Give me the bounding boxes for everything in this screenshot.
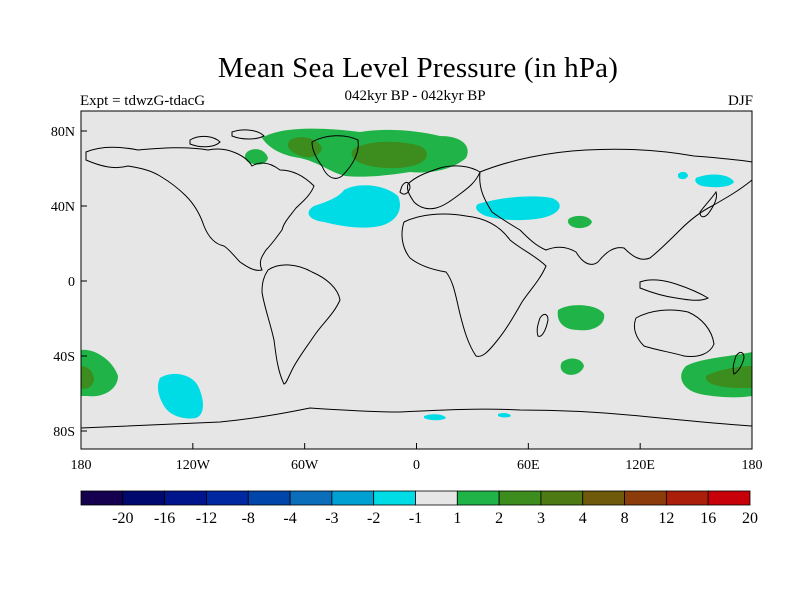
colorbar-label: 3 [537,510,545,527]
coastline-indonesia [639,279,710,301]
colorbar-swatch [707,490,751,506]
longitude-label: 120W [176,458,211,473]
colorbar-label: -12 [196,510,217,527]
colorbar-label: -8 [242,510,255,527]
positive-anomaly-south-indian [560,358,584,375]
colorbar-label: -3 [325,510,338,527]
colorbar: -20 -16 -12 -8 -4 -3 -2 -1 1 2 3 4 8 12 16 20 [80,490,758,527]
coastline-africa [401,213,547,357]
experiment-label: Expt = tdwzG-tdacG [80,93,206,109]
positive-anomaly-canada [244,149,268,165]
positive-anomaly-patches [81,128,752,398]
colorbar-label: 8 [621,510,629,527]
map-subtitle: 042kyr BP - 042kyr BP [344,88,486,104]
negative-anomaly-north-pacific-small [678,171,688,180]
coastline-north-america [85,146,315,271]
colorbar-swatch [498,490,542,506]
colorbar-label: -4 [283,510,296,527]
colorbar-swatch [665,490,709,506]
coastline-greenland [311,135,359,179]
colorbar-label: 4 [579,510,587,527]
colorbar-label: 1 [453,510,461,527]
latitude-label: 0 [68,275,75,290]
colorbar-swatch [122,490,166,506]
coastline-asia [479,148,753,265]
colorbar-swatch [331,490,375,506]
positive-anomaly-south-pacific-east-core [705,366,752,388]
coastline-japan [699,190,717,218]
latitude-label: 40S [53,350,75,365]
colorbar-label: 2 [495,510,503,527]
latitude-label: 40N [51,200,75,215]
coastline-australia [633,309,715,357]
season-label: DJF [727,93,753,109]
longitude-label: 60E [517,458,540,473]
positive-anomaly-central-asia [567,215,592,229]
colorbar-label: -16 [154,510,175,527]
negative-anomaly-eurasia [476,196,560,221]
latitude-label: 80N [51,125,75,140]
colorbar-swatch [456,490,500,506]
negative-anomaly-patches [157,171,734,421]
positive-anomaly-south-pacific-west-core [81,366,94,389]
latitude-label: 80S [53,425,75,440]
colorbar-swatch [415,490,458,506]
positive-anomaly-arctic-core [351,141,427,169]
coastline-antarctica [80,407,753,429]
coastline-europe [407,165,481,210]
coastline-new-zealand [732,351,745,375]
coastline-madagascar [536,313,549,337]
latitude-axis: 80N 40N 0 40S 80S [51,125,87,440]
colorbar-swatch [373,490,416,506]
positive-anomaly-baffin [288,137,322,158]
longitude-label: 180 [71,458,92,473]
colorbar-label: 20 [742,510,758,527]
coastline-arctic-islands [189,129,265,148]
colorbar-label: -2 [367,510,380,527]
longitude-axis: 180 120W 60W 0 60E 120E 180 [71,443,763,473]
longitude-label: 0 [413,458,420,473]
colorbar-swatch [247,490,291,506]
negative-anomaly-north-pacific-east [695,174,734,188]
negative-anomaly-antarctic-2 [498,412,511,418]
colorbar-swatch [582,490,625,506]
colorbar-swatch [206,490,249,506]
colorbar-label: -20 [112,510,133,527]
positive-anomaly-indian-ocean [557,305,605,331]
colorbar-swatch [540,490,584,506]
colorbar-swatch [164,490,207,506]
colorbar-swatch [624,490,667,506]
coastline-uk [399,181,411,195]
colorbar-swatch [289,490,333,506]
coastlines [80,129,753,429]
colorbar-label: 12 [658,510,674,527]
longitude-label: 60W [291,458,319,473]
negative-anomaly-north-atlantic [308,185,400,228]
negative-anomaly-south-pacific [157,373,203,419]
colorbar-swatch [80,490,124,506]
negative-anomaly-antarctic-1 [424,414,446,421]
colorbar-label: 16 [700,510,716,527]
colorbar-label: -1 [409,510,422,527]
longitude-label: 180 [742,458,763,473]
longitude-label: 120E [625,458,655,473]
map-title: Mean Sea Level Pressure (in hPa) [217,52,619,84]
coastline-south-america [261,264,341,385]
